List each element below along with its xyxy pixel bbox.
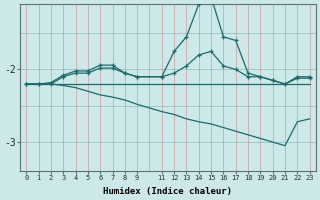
X-axis label: Humidex (Indice chaleur): Humidex (Indice chaleur) xyxy=(103,187,232,196)
